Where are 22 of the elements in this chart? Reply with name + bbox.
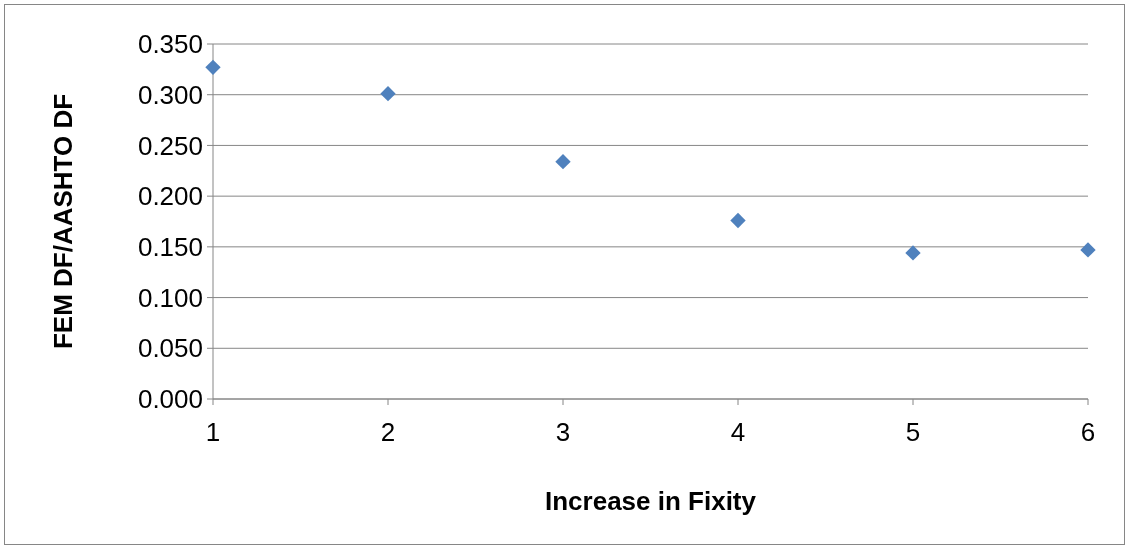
x-tick-label: 3 xyxy=(555,417,571,447)
x-tick-label: 2 xyxy=(380,417,396,447)
y-axis-title: FEM DF/AASHTO DF xyxy=(48,93,78,350)
point xyxy=(1080,242,1096,258)
x-tick-label: 4 xyxy=(730,417,746,447)
y-tick-label: 0.000 xyxy=(137,384,203,415)
point xyxy=(905,245,921,261)
y-tick-label: 0.350 xyxy=(137,29,203,60)
point xyxy=(380,86,396,102)
x-tick-label: 5 xyxy=(905,417,921,447)
point xyxy=(205,59,221,75)
y-tick-label: 0.150 xyxy=(137,231,203,262)
y-tick-label: 0.300 xyxy=(137,79,203,110)
y-tick-label: 0.200 xyxy=(137,181,203,212)
x-axis-title: Increase in Fixity xyxy=(545,486,757,516)
x-tick-label: 6 xyxy=(1080,417,1096,447)
point xyxy=(730,212,746,229)
point xyxy=(555,153,571,170)
y-tick-label: 0.100 xyxy=(137,282,203,313)
y-tick-label: 0.050 xyxy=(137,333,203,364)
y-tick-label: 0.250 xyxy=(137,130,203,161)
x-tick-label: 1 xyxy=(205,417,221,447)
